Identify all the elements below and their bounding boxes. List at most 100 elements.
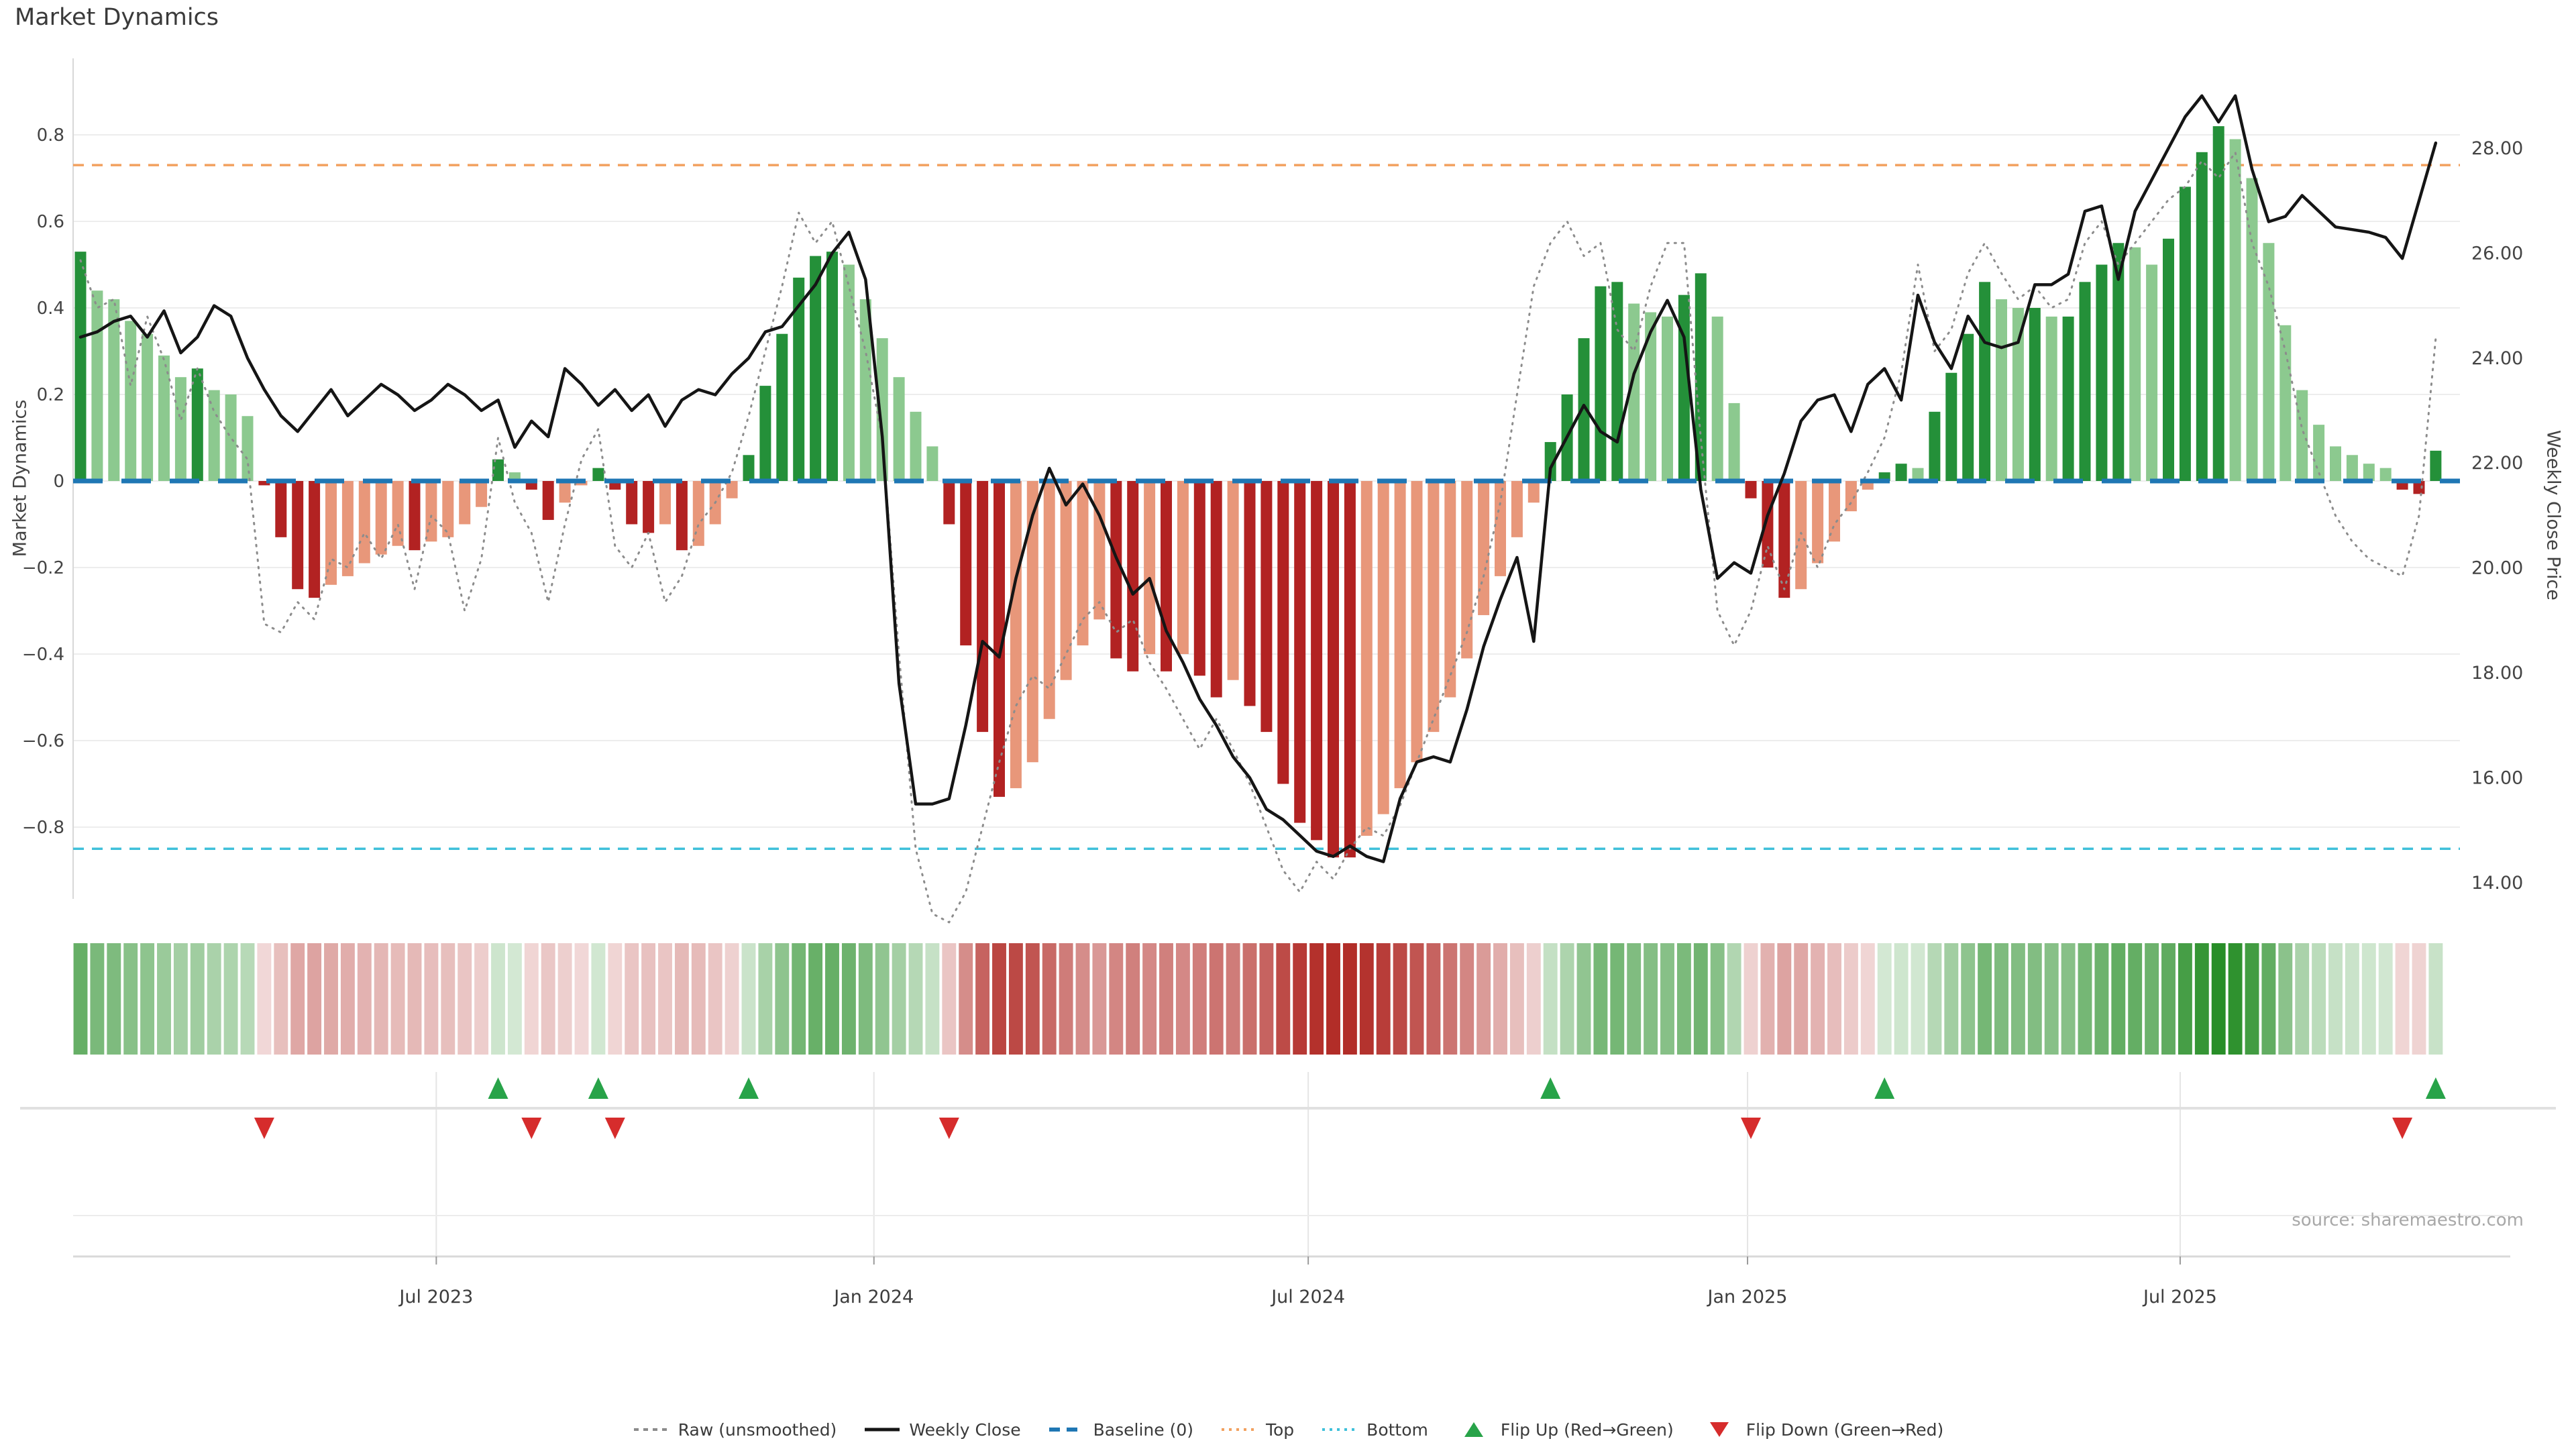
bar <box>2012 308 2024 481</box>
heatmap-cell <box>1443 943 1458 1055</box>
bar <box>325 481 337 585</box>
bar <box>776 333 788 481</box>
bar <box>2263 243 2275 481</box>
legend-label: Raw (unsmoothed) <box>678 1419 837 1440</box>
flip-up-marker <box>739 1077 759 1099</box>
heatmap-cell <box>140 943 155 1055</box>
bar <box>1428 481 1440 733</box>
legend-label: Weekly Close <box>909 1419 1021 1440</box>
heatmap-cell <box>374 943 388 1055</box>
legend-label: Flip Down (Green→Red) <box>1746 1419 1944 1440</box>
bar <box>1595 286 1607 481</box>
flip-down-marker <box>521 1118 542 1139</box>
heatmap-cell <box>1393 943 1407 1055</box>
bar <box>2029 308 2041 481</box>
heatmap-cell <box>2412 943 2426 1055</box>
x-axis-tick-label: Jul 2025 <box>2142 1287 2217 1307</box>
heatmap-cell <box>792 943 806 1055</box>
bar <box>2296 390 2308 481</box>
legend-label: Flip Up (Red→Green) <box>1500 1419 1674 1440</box>
bar <box>1277 481 1289 784</box>
bar <box>2212 126 2224 482</box>
bar <box>1110 481 1122 659</box>
bar <box>1578 338 1590 481</box>
heatmap-cell <box>1760 943 1775 1055</box>
bar <box>2346 455 2358 481</box>
heatmap-cell <box>524 943 539 1055</box>
heatmap-cell <box>1961 943 1976 1055</box>
bar <box>2246 178 2258 481</box>
bar <box>2163 238 2174 481</box>
heatmap-cell <box>1827 943 1841 1055</box>
source-note: source: sharemaestro.com <box>2292 1210 2524 1230</box>
heatmap-cell <box>1509 943 1524 1055</box>
heatmap-cell <box>2128 943 2143 1055</box>
heatmap-cell <box>190 943 205 1055</box>
heatmap-cell <box>274 943 288 1055</box>
heatmap-cell <box>1142 943 1157 1055</box>
bar <box>375 481 387 555</box>
heatmap-cell <box>1660 943 1674 1055</box>
bar <box>759 386 771 481</box>
bar <box>1344 481 1356 858</box>
legend-item-weekly-close: Weekly Close <box>863 1419 1021 1440</box>
heatmap-cell <box>758 943 773 1055</box>
left-axis-label: Market Dynamics <box>9 399 31 557</box>
heatmap-cell <box>1226 943 1240 1055</box>
heatmap-cell <box>2361 943 2376 1055</box>
heatmap-cell <box>2078 943 2092 1055</box>
bar <box>2062 316 2074 481</box>
bar <box>1043 481 1055 719</box>
flip-down-marker <box>604 1118 625 1139</box>
heatmap-cell <box>1126 943 1140 1055</box>
bar <box>442 481 454 537</box>
heatmap-cell <box>1978 943 1992 1055</box>
heatmap-cell <box>1326 943 1340 1055</box>
bar <box>1127 481 1139 672</box>
bar <box>893 377 905 481</box>
right-axis-tick: 16.00 <box>2471 767 2523 788</box>
bar <box>910 411 922 481</box>
heatmap-cell <box>1526 943 1541 1055</box>
bar <box>1895 464 1907 481</box>
legend: Raw (unsmoothed) Weekly Close Baseline (0)… <box>0 1419 2576 1440</box>
bar <box>1010 481 1022 788</box>
heatmap-cell <box>1209 943 1224 1055</box>
legend-label: Top <box>1265 1419 1295 1440</box>
heatmap-cell <box>2345 943 2359 1055</box>
bar <box>1711 316 1723 481</box>
bar <box>158 355 170 481</box>
bar <box>1511 481 1523 537</box>
flip-up-marker <box>2425 1077 2446 1099</box>
heatmap-cell <box>1192 943 1207 1055</box>
flip-up-marker <box>1874 1077 1895 1099</box>
bar <box>108 299 120 481</box>
baseline-icon <box>1049 1428 1084 1432</box>
bar <box>225 394 237 481</box>
bar <box>926 446 938 481</box>
page-title: Market Dynamics <box>15 4 219 31</box>
bar <box>91 290 103 481</box>
bar <box>191 368 203 481</box>
x-axis-tick-label: Jul 2024 <box>1270 1287 1345 1307</box>
heatmap-cell <box>2094 943 2109 1055</box>
flip-up-marker <box>488 1077 508 1099</box>
bar <box>793 277 805 481</box>
bar <box>241 416 254 481</box>
legend-item-baseline: Baseline (0) <box>1048 1419 1193 1440</box>
heatmap-cell <box>90 943 105 1055</box>
heatmap-cell <box>2245 943 2259 1055</box>
heatmap-cell <box>1644 943 1658 1055</box>
left-axis-tick: −0.2 <box>22 558 64 578</box>
heatmap-cell <box>340 943 355 1055</box>
heatmap-cell <box>825 943 839 1055</box>
heatmap-cell <box>507 943 522 1055</box>
bar <box>1144 481 1156 654</box>
raw-unsmoothed-icon <box>633 1428 669 1431</box>
heatmap-cell <box>2211 943 2226 1055</box>
heatmap-cell <box>858 943 873 1055</box>
heatmap-cell <box>2194 943 2209 1055</box>
legend-item-top: Top <box>1220 1419 1294 1440</box>
bar <box>1177 481 1189 654</box>
heatmap-cell <box>2278 943 2293 1055</box>
